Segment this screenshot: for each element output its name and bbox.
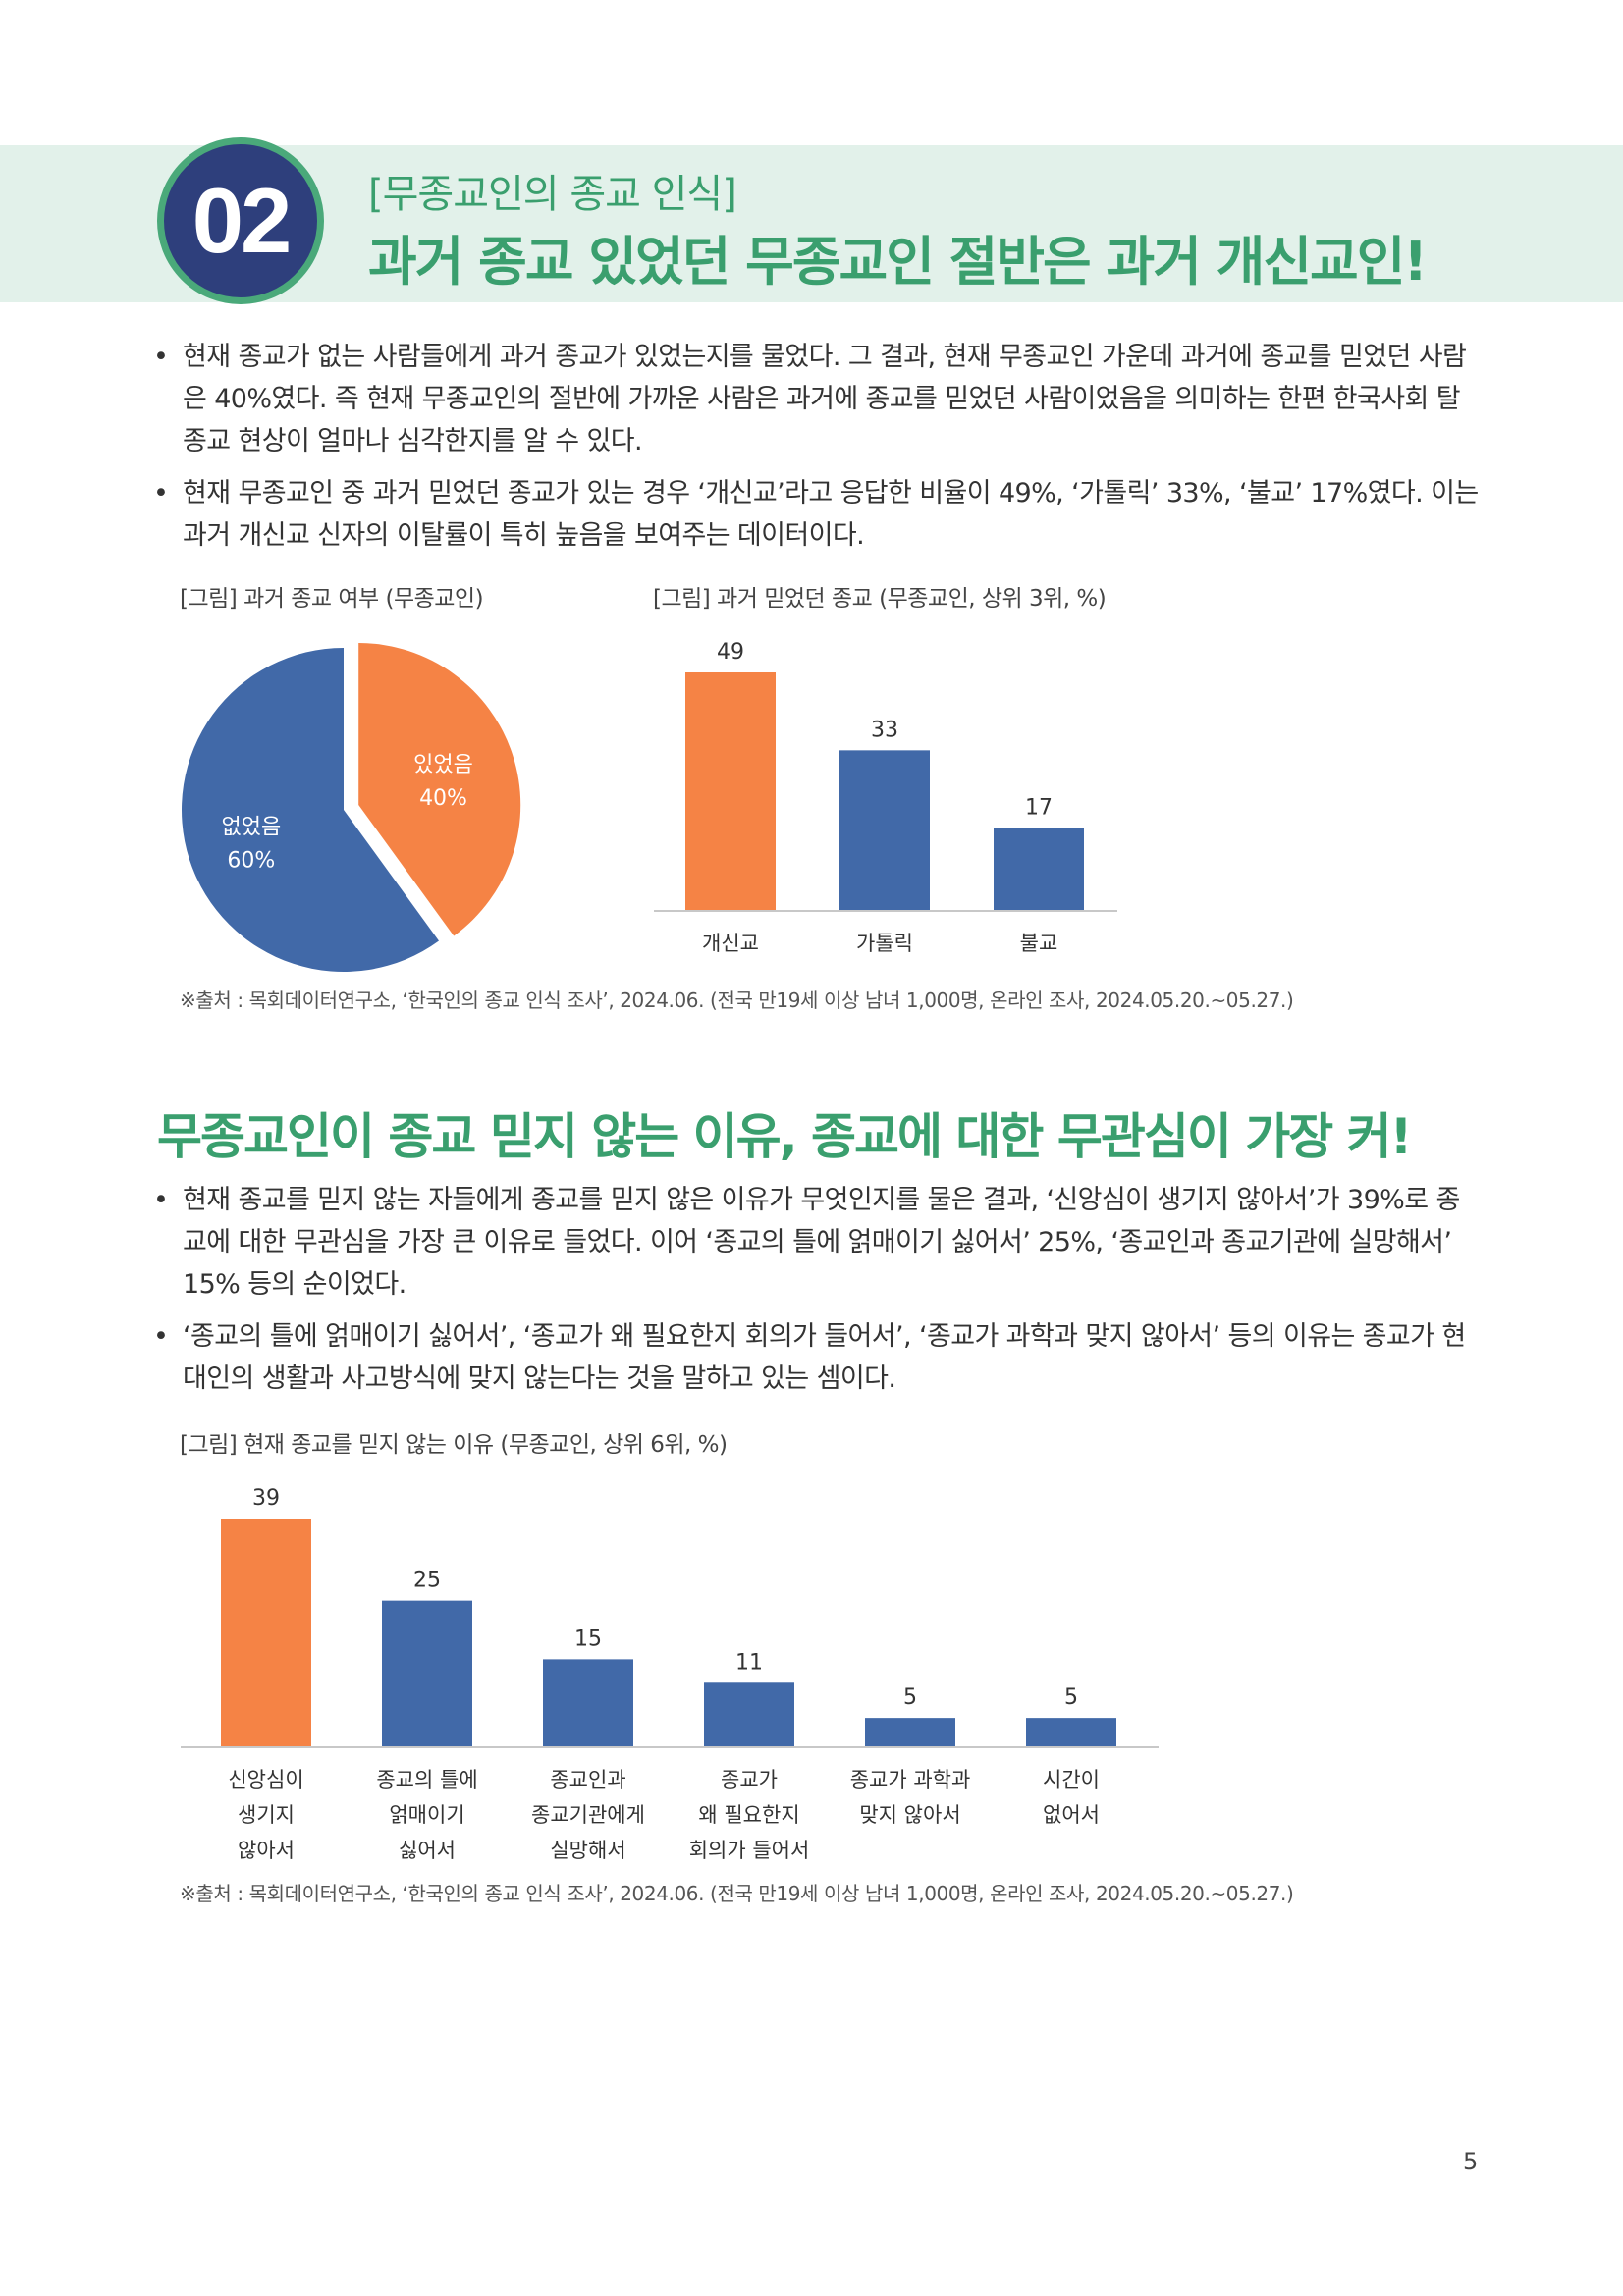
section1-bullet-list: • 현재 종교가 없는 사람들에게 과거 종교가 있었는지를 물었다. 그 결과,…	[147, 336, 1483, 566]
bullet-item: • ‘종교의 틀에 얽매이기 싫어서’, ‘종교가 왜 필요한지 회의가 들어서’…	[147, 1315, 1483, 1400]
source-note: ※출처 : 목회데이터연구소, ‘한국인의 종교 인식 조사’, 2024.06…	[180, 1882, 1294, 1905]
pie-slice-value: 60%	[227, 849, 275, 874]
category-label: 시간이	[1043, 1768, 1100, 1791]
pie-chart: 있었음 40% 없었음 60%	[181, 643, 521, 972]
category-label: 종교가 과학과	[850, 1768, 971, 1791]
pie-slice-no	[181, 648, 439, 972]
bar-value-label: 33	[871, 718, 898, 742]
bullet-text: ‘종교의 틀에 얽매이기 싫어서’, ‘종교가 왜 필요한지 회의가 들어서’,…	[183, 1321, 1466, 1394]
section2-bullet-list: • 현재 종교를 믿지 않는 자들에게 종교를 믿지 않은 이유가 무엇인지를 물…	[147, 1179, 1483, 1410]
bar-value-label: 5	[1064, 1685, 1078, 1710]
bullet-dot-icon: •	[153, 1321, 169, 1352]
bar	[382, 1600, 472, 1747]
section-title: 과거 종교 있었던 무종교인 절반은 과거 개신교인!	[368, 231, 1428, 293]
category-label: 왜 필요한지	[698, 1803, 799, 1827]
bar	[865, 1718, 955, 1747]
source-note: ※출처 : 목회데이터연구소, ‘한국인의 종교 인식 조사’, 2024.06…	[180, 988, 1294, 1012]
reasons-figure-caption: [그림] 현재 종교를 믿지 않는 이유 (무종교인, 상위 6위, %)	[180, 1432, 728, 1458]
bar	[1026, 1718, 1116, 1747]
category-label: 회의가 들어서	[689, 1839, 810, 1862]
category-label: 개신교	[702, 932, 759, 955]
category-label: 실망해서	[550, 1839, 625, 1862]
bar-value-label: 39	[252, 1486, 280, 1511]
bar-value-label: 17	[1025, 796, 1053, 821]
bar	[839, 750, 930, 911]
category-label: 생기지	[238, 1803, 295, 1827]
pie-slice-label: 있었음	[413, 753, 473, 777]
bullet-item: • 현재 종교가 없는 사람들에게 과거 종교가 있었는지를 물었다. 그 결과,…	[147, 336, 1483, 462]
pie-slice-value: 40%	[419, 786, 467, 811]
past-religion-bar-chart: 49 개신교 33 가톨릭 17 불교	[654, 640, 1117, 955]
pie-slice-yes	[358, 643, 521, 936]
bar-value-label: 25	[413, 1569, 441, 1593]
bar	[994, 828, 1084, 911]
category-label: 불교	[1020, 932, 1058, 955]
category-label: 종교기관에게	[531, 1803, 645, 1827]
bar	[685, 672, 776, 911]
bullet-dot-icon: •	[153, 1185, 169, 1215]
bar	[704, 1682, 794, 1747]
section2-title: 무종교인이 종교 믿지 않는 이유, 종교에 대한 무관심이 가장 커!	[157, 1108, 1412, 1165]
category-label: 싫어서	[399, 1839, 456, 1862]
bullet-text: 현재 종교가 없는 사람들에게 과거 종교가 있었는지를 물었다. 그 결과, …	[183, 342, 1467, 456]
category-label: 신앙심이	[228, 1768, 303, 1791]
bullet-text: 현재 종교를 믿지 않는 자들에게 종교를 믿지 않은 이유가 무엇인지를 물은…	[183, 1185, 1460, 1300]
category-label: 맞지 않아서	[859, 1803, 960, 1827]
bar-value-label: 15	[574, 1627, 602, 1651]
category-label: 얽매이기	[389, 1803, 464, 1827]
bar	[543, 1659, 633, 1747]
category-label: 종교의 틀에	[376, 1768, 477, 1791]
category-label: 종교인과	[550, 1768, 625, 1791]
bullet-dot-icon: •	[153, 342, 169, 372]
bullet-item: • 현재 종교를 믿지 않는 자들에게 종교를 믿지 않은 이유가 무엇인지를 물…	[147, 1179, 1483, 1306]
bar-value-label: 5	[903, 1685, 917, 1710]
category-label: 가톨릭	[856, 932, 913, 955]
section-subtitle: [무종교인의 종교 인식]	[368, 172, 737, 217]
page-number: 5	[1463, 2148, 1479, 2175]
bullet-text: 현재 무종교인 중 과거 믿었던 종교가 있는 경우 ‘개신교’라고 응답한 비…	[183, 478, 1479, 551]
pie-figure-caption: [그림] 과거 종교 여부 (무종교인)	[180, 586, 484, 612]
bar-value-label: 11	[735, 1650, 763, 1675]
category-label: 않아서	[238, 1839, 295, 1862]
category-label: 없어서	[1043, 1803, 1100, 1827]
bar-figure-caption: [그림] 과거 믿었던 종교 (무종교인, 상위 3위, %)	[653, 586, 1107, 612]
category-label: 종교가	[721, 1768, 778, 1791]
bullet-item: • 현재 무종교인 중 과거 믿었던 종교가 있는 경우 ‘개신교’라고 응답한 …	[147, 472, 1483, 557]
bar-value-label: 49	[717, 640, 744, 665]
section-number-badge: 02	[157, 137, 324, 304]
bar	[221, 1519, 311, 1747]
bullet-dot-icon: •	[153, 478, 169, 508]
pie-slice-label: 없었음	[221, 816, 281, 840]
